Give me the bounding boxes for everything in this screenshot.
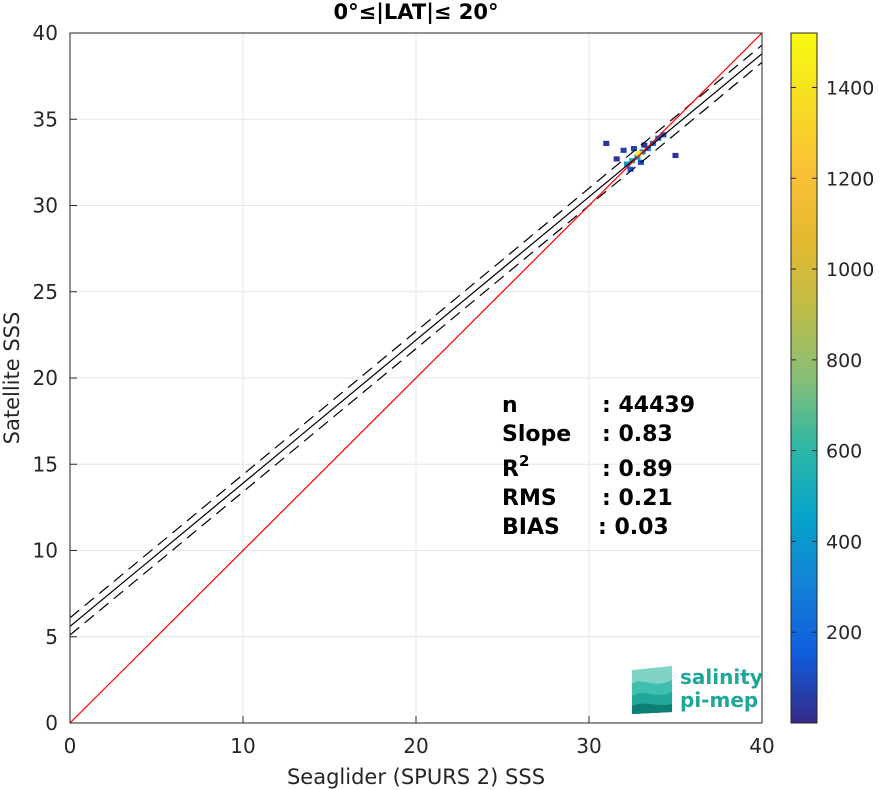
colorbar <box>790 32 818 724</box>
colorbar-ticks: 200 400 600 800 1000 1200 1400 <box>791 77 874 644</box>
y-tick-label: 20 <box>33 366 58 390</box>
density-cell <box>630 145 638 152</box>
colorbar-tick-label: 800 <box>826 350 862 372</box>
logo-line-1: salinity <box>680 665 763 689</box>
y-tick-label: 40 <box>33 21 58 45</box>
stat-slope-label: Slope <box>502 422 571 447</box>
x-tick-label: 0 <box>64 734 77 758</box>
regression-fit-line <box>70 53 762 627</box>
colorbar-tick-label: 1200 <box>826 168 874 190</box>
y-axis-label: Satellite SSS <box>0 312 24 445</box>
salinity-pi-mep-logo: salinity pi-mep <box>632 665 763 714</box>
density-cell <box>641 142 648 148</box>
stat-r2-base: R <box>502 457 519 482</box>
y-tick-label: 25 <box>33 280 58 304</box>
colorbar-tick-label: 400 <box>826 531 862 553</box>
x-axis-label: Seaglider (SPURS 2) SSS <box>287 765 545 789</box>
stat-bias-value: : 0.03 <box>598 515 669 540</box>
density-cell <box>624 161 631 167</box>
stat-rms-label: RMS <box>502 486 557 511</box>
stat-r2-value: : 0.89 <box>602 457 673 482</box>
density-cell <box>613 156 620 162</box>
x-axis-ticks: 0 10 20 30 40 <box>64 716 775 758</box>
stats-block: n : 44439 Slope : 0.83 R2 : 0.89 RMS : 0… <box>502 393 695 540</box>
fit-lower-dashed-line <box>70 61 762 636</box>
colorbar-tick-label: 200 <box>826 622 862 644</box>
density-cell <box>655 135 662 141</box>
y-tick-label: 0 <box>45 711 58 735</box>
stat-n-label: n <box>502 393 518 418</box>
y-tick-label: 5 <box>45 625 58 649</box>
colorbar-tick-label: 1000 <box>826 259 874 281</box>
density-cell <box>620 147 627 153</box>
identity-line <box>70 33 762 723</box>
y-tick-label: 30 <box>33 194 58 218</box>
colorbar-tick-label: 600 <box>826 441 862 463</box>
y-tick-label: 10 <box>33 539 58 563</box>
density-cell <box>603 140 610 146</box>
stat-rms-value: : 0.21 <box>602 486 673 511</box>
y-tick-label: 35 <box>33 107 58 131</box>
stat-n-value: : 44439 <box>602 393 695 418</box>
stat-r2-label: R2 <box>502 452 529 482</box>
reference-lines <box>70 33 762 723</box>
logo-wave-icon <box>632 666 672 714</box>
chart-title: 0°≤|LAT|≤ 20° <box>333 0 498 25</box>
density-cell <box>672 152 679 159</box>
stat-bias-label: BIAS <box>502 515 560 540</box>
x-tick-label: 10 <box>230 734 255 758</box>
stat-r2-sup: 2 <box>519 452 529 470</box>
stat-slope-value: : 0.83 <box>602 422 673 447</box>
colorbar-tick-label: 1400 <box>826 77 874 99</box>
y-tick-label: 15 <box>33 452 58 476</box>
density-cell <box>636 151 643 157</box>
fit-upper-dashed-line <box>70 44 762 619</box>
x-tick-label: 40 <box>749 734 774 758</box>
logo-line-2: pi-mep <box>680 688 758 712</box>
density-cell <box>627 166 634 172</box>
x-tick-label: 30 <box>576 734 601 758</box>
y-axis-ticks: 0 5 10 15 20 25 30 35 40 <box>33 21 77 735</box>
x-tick-label: 20 <box>403 734 428 758</box>
